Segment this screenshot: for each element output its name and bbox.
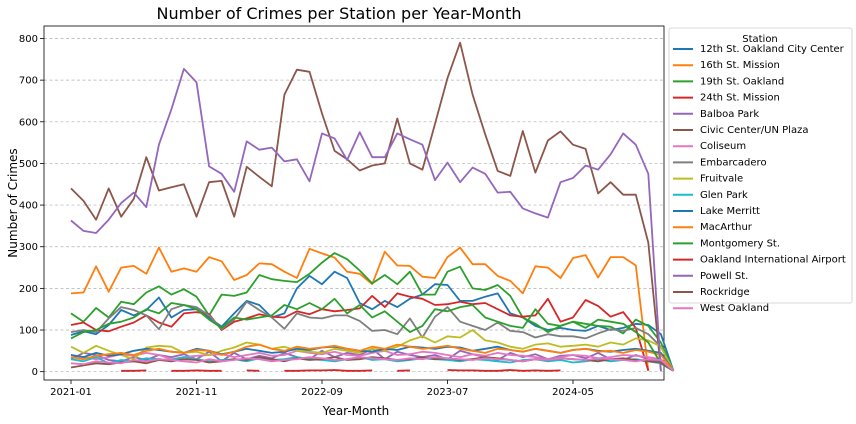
- legend-item-label: Balboa Park: [700, 109, 759, 120]
- legend-item-label: 24th St. Mission: [700, 93, 780, 104]
- x-axis: 2021-01 2021-11 2022-09 2023-07 2024-05: [50, 380, 594, 398]
- series-line: [70, 329, 675, 372]
- x-axis-label: Year-Month: [322, 404, 390, 418]
- x-tick-label: 2022-09: [301, 387, 343, 398]
- series-line: [70, 292, 650, 372]
- legend-item-label: Fruitvale: [700, 174, 743, 185]
- y-tick-label: 700: [19, 76, 38, 87]
- series-lines: [70, 41, 675, 372]
- y-tick-label: 500: [19, 159, 38, 170]
- y-tick-label: 400: [19, 201, 38, 212]
- chart-title: Number of Crimes per Station per Year-Mo…: [157, 4, 522, 23]
- y-tick-label: 600: [19, 117, 38, 128]
- legend-item-label: MacArthur: [700, 222, 753, 233]
- y-tick-label: 0: [32, 367, 38, 378]
- legend-item-label: 19th St. Oakland: [700, 76, 784, 87]
- legend-item-label: 12th St. Oakland City Center: [700, 44, 845, 55]
- series-line: [70, 246, 650, 371]
- plot-frame: [43, 25, 665, 381]
- legend-item-label: Embarcadero: [700, 157, 767, 168]
- legend-item-label: Montgomery St.: [700, 238, 780, 249]
- legend-item-label: Lake Merritt: [700, 206, 760, 217]
- series-line: [70, 343, 675, 372]
- y-tick-label: 300: [19, 242, 38, 253]
- y-axis-label: Number of Crimes: [6, 148, 20, 257]
- x-tick-label: 2021-01: [50, 387, 92, 398]
- legend-item-label: Civic Center/UN Plaza: [700, 125, 808, 136]
- series-line: [70, 68, 662, 371]
- x-tick-label: 2024-05: [552, 387, 594, 398]
- x-tick-label: 2023-07: [427, 387, 469, 398]
- legend-item-label: West Oakland: [700, 303, 769, 314]
- y-axis: 0 100 200 300 400 500 600 700 800: [19, 34, 44, 378]
- series-line: [70, 356, 674, 372]
- legend-item-label: Powell St.: [700, 271, 748, 282]
- legend-item-label: Rockridge: [700, 287, 750, 298]
- legend-frame: [668, 27, 853, 304]
- legend-item-label: Glen Park: [700, 190, 748, 201]
- series-line: [70, 297, 674, 372]
- legend: Station 12th St. Oakland City Center 16th…: [668, 27, 853, 314]
- legend-item-label: Oakland International Airport: [700, 255, 846, 266]
- y-tick-label: 200: [19, 284, 38, 295]
- y-tick-label: 800: [19, 34, 38, 45]
- series-line: [70, 41, 662, 371]
- series-line: [121, 369, 561, 372]
- legend-item-label: Coliseum: [700, 141, 746, 152]
- legend-title: Station: [742, 34, 778, 45]
- legend-item-label: 16th St. Mission: [700, 60, 780, 71]
- x-tick-label: 2021-11: [176, 387, 218, 398]
- series-line: [70, 270, 675, 372]
- series-line: [70, 300, 675, 372]
- y-tick-label: 100: [19, 326, 38, 337]
